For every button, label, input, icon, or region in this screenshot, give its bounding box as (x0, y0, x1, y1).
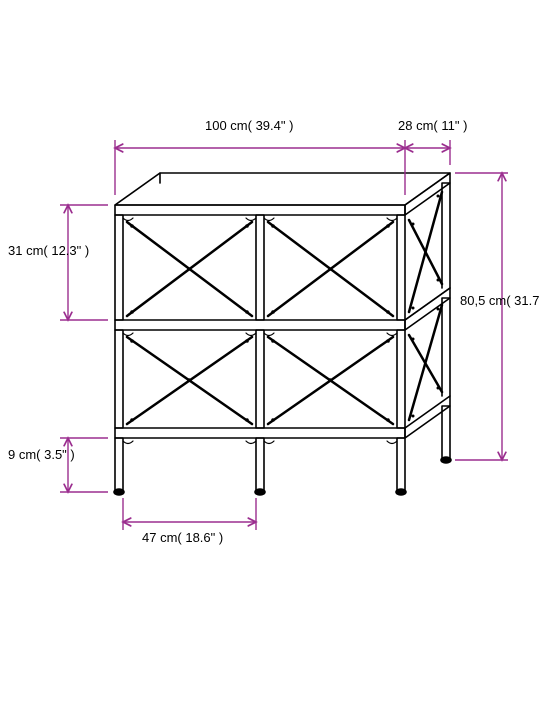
dim-depth-top: 28 cm( 11" ) (398, 118, 467, 133)
drawing-canvas: 100 cm( 39.4" ) 28 cm( 11" ) 31 cm( 12.3… (0, 0, 540, 720)
dim-height-foot: 9 cm( 3.5" ) (8, 447, 98, 462)
furniture-svg (0, 0, 540, 720)
dim-height-upper: 31 cm( 12.3" ) (8, 243, 98, 258)
dim-width-top: 100 cm( 39.4" ) (205, 118, 293, 133)
dim-width-section: 47 cm( 18.6" ) (142, 530, 223, 545)
dim-height-total: 80,5 cm( 31.7" ) (460, 293, 530, 308)
